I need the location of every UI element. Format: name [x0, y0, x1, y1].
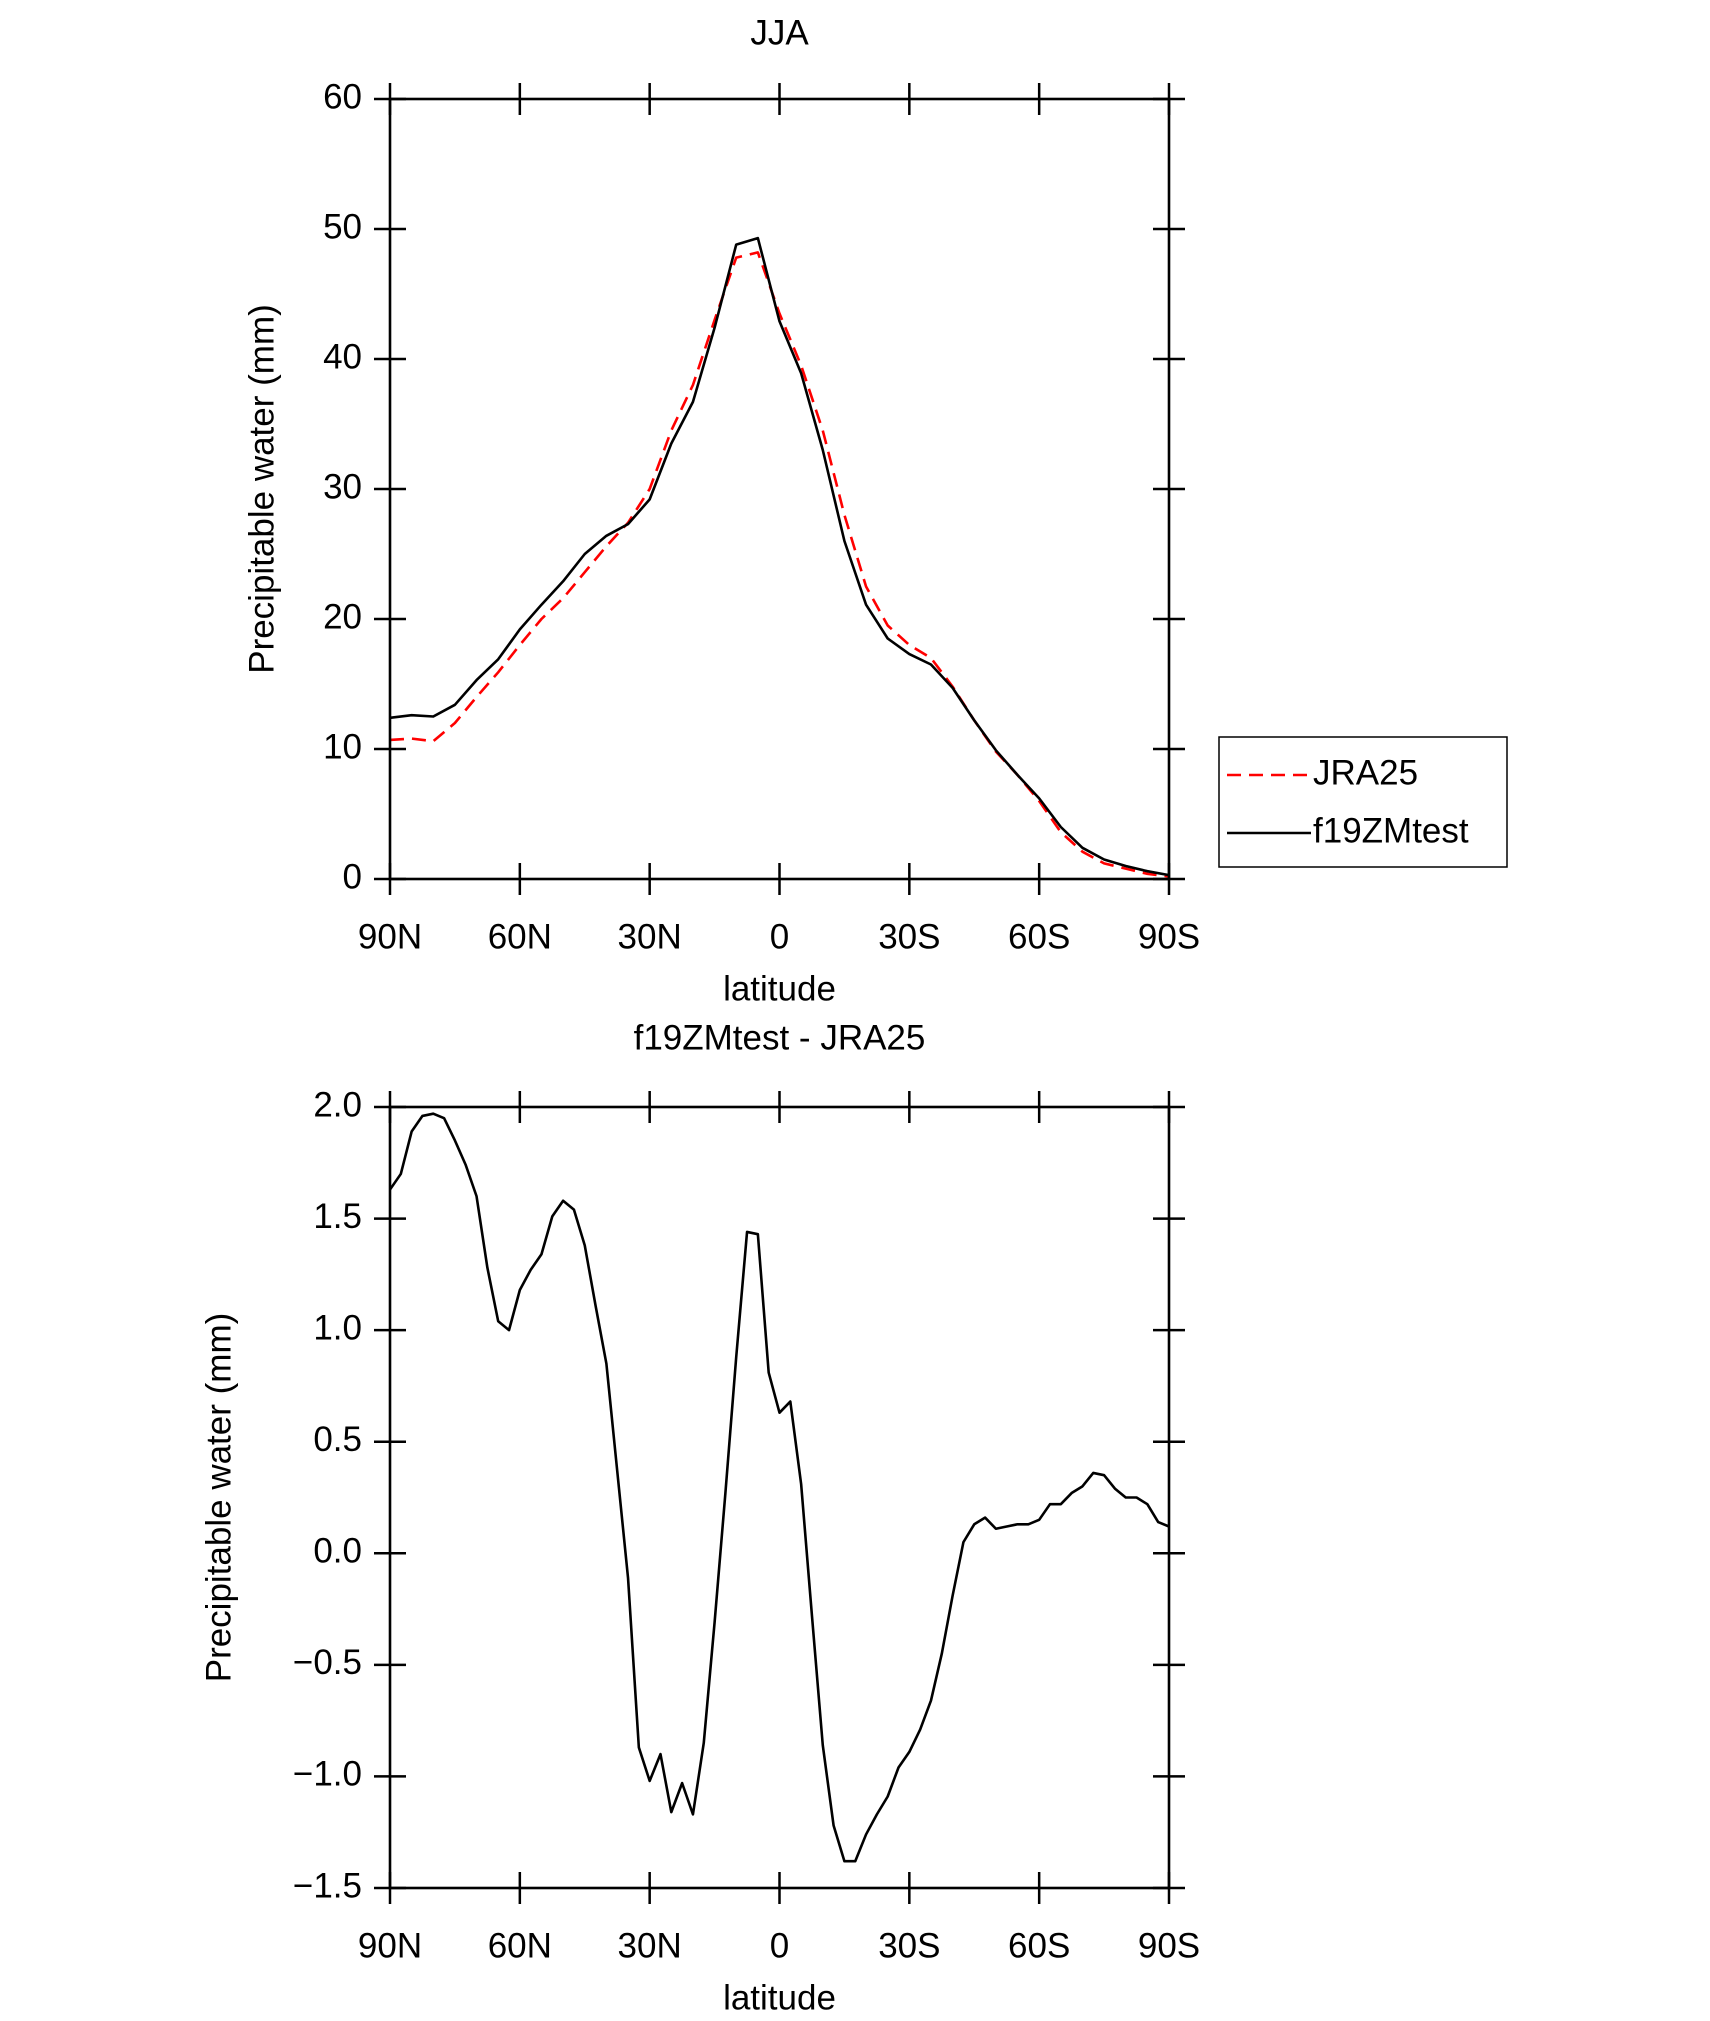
x-tick-label: 60S — [1008, 1926, 1070, 1965]
x-axis-label: latitude — [723, 1978, 836, 2017]
y-tick-label: 60 — [323, 77, 362, 116]
y-tick-label: 1.0 — [313, 1308, 362, 1347]
y-tick-label: 1.5 — [313, 1197, 362, 1236]
y-tick-label: −1.5 — [293, 1866, 362, 1905]
series-line — [388, 1112, 1170, 1863]
legend-box — [1218, 736, 1508, 868]
x-tick-label: 60S — [1008, 917, 1070, 956]
y-axis-label: Precipitable water (mm) — [199, 1313, 238, 1683]
y-tick-label: 30 — [323, 467, 362, 506]
x-tick-label: 0 — [770, 917, 789, 956]
chart-title: f19ZMtest - JRA25 — [634, 1018, 926, 1057]
x-tick-label: 30S — [878, 1926, 940, 1965]
y-tick-label: 40 — [323, 337, 362, 376]
plot-frame — [388, 1105, 1171, 1890]
x-tick-label: 90N — [358, 917, 422, 956]
chart-title: JJA — [750, 13, 809, 52]
x-tick-label: 30S — [878, 917, 940, 956]
y-tick-label: 0.5 — [313, 1420, 362, 1459]
x-tick-label: 0 — [770, 1926, 789, 1965]
x-tick-label: 90S — [1138, 1926, 1200, 1965]
series-line — [389, 251, 1170, 878]
y-tick-label: 10 — [323, 727, 362, 766]
x-tick-label: 30N — [618, 917, 682, 956]
plot-frame — [388, 97, 1171, 881]
x-axis-label: latitude — [723, 969, 836, 1008]
y-tick-label: 50 — [323, 207, 362, 246]
x-tick-label: 60N — [488, 1926, 552, 1965]
x-tick-label: 90S — [1138, 917, 1200, 956]
y-tick-label: 2.0 — [313, 1085, 362, 1124]
y-axis-label: Precipitable water (mm) — [242, 304, 281, 674]
y-tick-label: −1.0 — [293, 1755, 362, 1794]
y-tick-label: 0.0 — [313, 1532, 362, 1571]
legend-label: f19ZMtest — [1313, 811, 1469, 850]
x-tick-label: 60N — [488, 917, 552, 956]
y-tick-label: 20 — [323, 597, 362, 636]
y-tick-label: 0 — [343, 857, 362, 896]
y-tick-label: −0.5 — [293, 1643, 362, 1682]
legend-label: JRA25 — [1313, 753, 1418, 792]
x-tick-label: 30N — [618, 1926, 682, 1965]
x-tick-label: 90N — [358, 1926, 422, 1965]
series-line — [389, 236, 1170, 877]
